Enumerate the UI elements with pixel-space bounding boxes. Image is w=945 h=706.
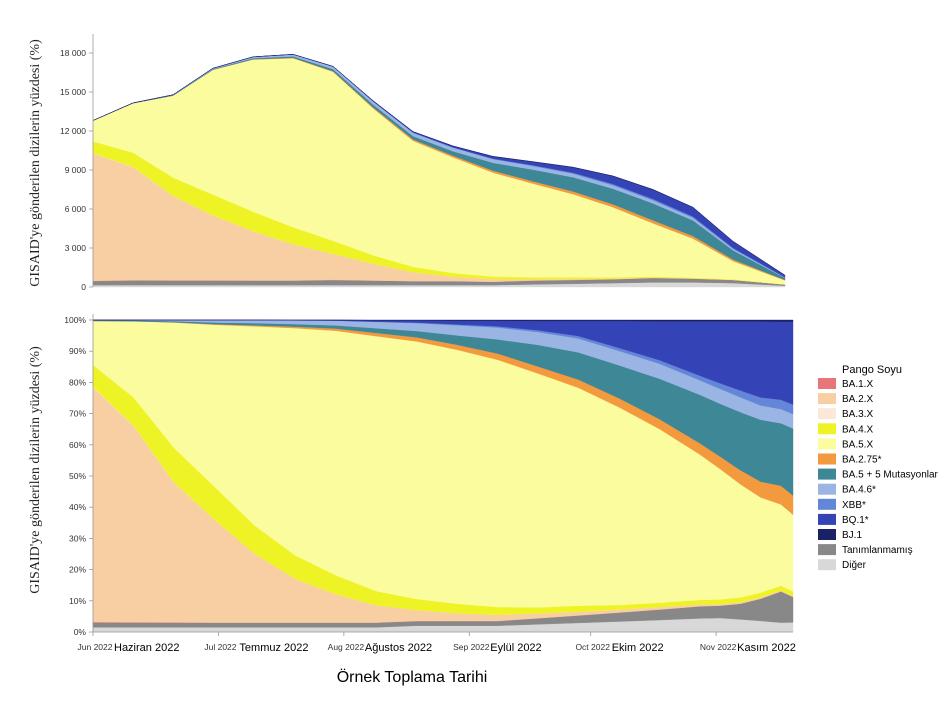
legend-label-ba-4-6: BA.4.6*: [842, 485, 876, 496]
percent-panel: 0% 10% 20% 30% 40% 50% 60% 70% 80% 90% 100% Jun 20…: [28, 314, 796, 686]
legend-label-bj-1: BJ.1: [842, 530, 862, 541]
counts-y-axis-label: GISAID'ye gönderilen dizilerin yüzdesi (…: [28, 39, 43, 287]
counts-areas: [92, 54, 786, 288]
percent-y-axis-label: GISAID'ye gönderilen dizilerin yüzdesi (…: [28, 346, 43, 594]
x-tick-label-tr: Ekim 2022: [612, 642, 664, 654]
percent-y-tick-label: 70%: [69, 409, 86, 419]
percent-y-tick-label: 30%: [69, 533, 86, 543]
percent-y-tick-label: 10%: [69, 596, 86, 606]
legend-label-ba-2-x: BA.2.X: [842, 394, 873, 405]
legend-label-xbb: XBB*: [842, 500, 866, 511]
x-tick-label: Jun 2022: [78, 642, 113, 652]
legend-label-di-er: Diğer: [842, 560, 867, 571]
legend: Pango Soyu BA.1.X BA.2.X BA.3.X BA.4.X BA.5.…: [818, 364, 939, 571]
percent-y-tick-label: 90%: [69, 346, 86, 356]
legend-swatch-tan-mlanmam: [818, 544, 836, 556]
percent-y-tick-label: 100%: [64, 315, 86, 325]
percent-y-tick-label: 80%: [69, 377, 86, 387]
percent-y-ticks: 0% 10% 20% 30% 40% 50% 60% 70% 80% 90% 100%: [64, 314, 94, 637]
percent-areas: [92, 319, 794, 633]
legend-label-ba-1-x: BA.1.X: [842, 379, 873, 390]
x-tick-label-tr: Ağustos 2022: [365, 642, 432, 654]
percent-y-tick-label: 0%: [74, 627, 87, 637]
x-tick-label-tr: Temmuz 2022: [239, 642, 308, 654]
legend-swatch-ba-1-x: [818, 378, 836, 389]
legend-swatch-di-er: [818, 559, 836, 571]
x-tick-label-tr: Haziran 2022: [114, 642, 179, 654]
legend-title: Pango Soyu: [842, 364, 902, 376]
legend-label-ba-2-75: BA.2.75*: [842, 455, 882, 466]
legend-label-bq-1: BQ.1*: [842, 515, 869, 526]
percent-y-tick-label: 40%: [69, 502, 86, 512]
legend-label-ba-3-x: BA.3.X: [842, 409, 873, 420]
percent-y-tick-label: 50%: [69, 471, 86, 481]
legend-swatch-ba-5-5-mutasyonlar: [818, 468, 836, 480]
legend-label-ba-5-5-mutasyonlar: BA.5 + 5 Mutasyonlar: [842, 470, 939, 481]
legend-swatch-xbb: [818, 498, 836, 510]
legend-swatch-ba-5-x: [818, 438, 836, 450]
legend-swatch-ba-3-x: [818, 408, 836, 420]
counts-y-tick-label: 3 000: [65, 243, 87, 253]
counts-y-tick-label: 12 000: [60, 126, 86, 136]
counts-y-tick-label: 6 000: [65, 204, 87, 214]
legend-label-ba-4-x: BA.4.X: [842, 424, 873, 435]
x-axis-label: Örnek Toplama Tarihi: [337, 668, 488, 686]
legend-swatch-ba-2-75: [818, 453, 836, 465]
legend-swatch-bq-1: [818, 513, 836, 525]
percent-y-tick-label: 60%: [69, 440, 86, 450]
x-tick-label: Jul 2022: [204, 642, 236, 652]
counts-y-tick-label: 9 000: [65, 165, 87, 175]
x-tick-label-tr: Kasım 2022: [737, 642, 796, 654]
counts-area-bj-1: [92, 54, 786, 276]
x-tick-label: Aug 2022: [328, 642, 365, 652]
counts-y-tick-label: 15 000: [60, 87, 86, 97]
counts-y-tick-label: 0: [81, 282, 86, 292]
percent-area-bj-1: [93, 319, 794, 322]
counts-panel: 0 3 000 6 000 9 000 12 000 15 000 18 000 GISAI…: [28, 34, 786, 292]
counts-y-ticks: 0 3 000 6 000 9 000 12 000 15 000 18 000: [60, 34, 94, 292]
x-tick-label: Nov 2022: [700, 642, 737, 652]
percent-y-tick-label: 20%: [69, 565, 86, 575]
counts-y-tick-label: 18 000: [60, 48, 86, 58]
legend-label-tan-mlanmam: Tanımlanmamış: [842, 545, 913, 556]
legend-label-ba-5-x: BA.5.X: [842, 439, 873, 450]
legend-swatch-ba-2-x: [818, 393, 836, 405]
x-tick-label: Oct 2022: [575, 642, 610, 652]
legend-swatch-ba-4-6: [818, 483, 836, 495]
legend-swatch-ba-4-x: [818, 423, 836, 435]
legend-items: BA.1.X BA.2.X BA.3.X BA.4.X BA.5.X BA.2.75* BA…: [818, 378, 939, 571]
x-tick-label: Sep 2022: [453, 642, 490, 652]
x-tick-label-tr: Eylül 2022: [490, 642, 541, 654]
x-axis-ticks: Jun 2022 Haziran 2022 Jul 2022 Temmuz 2022 A…: [78, 631, 796, 654]
legend-swatch-bj-1: [818, 529, 836, 540]
